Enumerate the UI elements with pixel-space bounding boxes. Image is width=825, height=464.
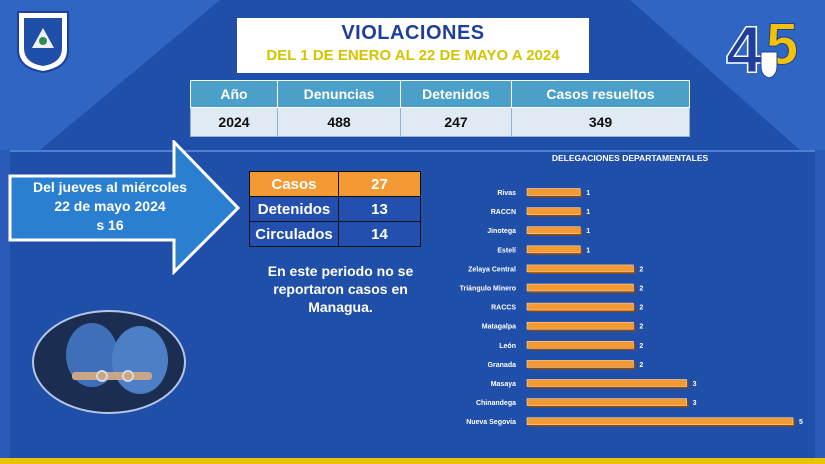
summary-cell-denuncias: 488 bbox=[277, 107, 401, 137]
chart-data-label: 2 bbox=[639, 362, 643, 369]
chart-bar bbox=[526, 264, 634, 273]
chart-bar bbox=[526, 283, 634, 292]
page-subtitle: DEL 1 DE ENERO AL 22 DE MAYO A 2024 bbox=[266, 47, 560, 64]
delegaciones-bar-chart: Rivas 1 RACCN 1 Jinotega 1 Estelí 1 Zelaya Centr… bbox=[460, 188, 803, 427]
week-line-1: Del jueves al miércoles bbox=[32, 179, 188, 195]
chart-data-label: 5 bbox=[799, 419, 803, 426]
week-row: Casos 27 bbox=[249, 171, 421, 197]
chart-bar bbox=[526, 379, 687, 387]
chart-data-label: 1 bbox=[586, 228, 590, 235]
chart-category-label: Chinandega bbox=[476, 400, 516, 407]
managua-note: En este periodo no se reportaron casos e… bbox=[267, 263, 414, 315]
chart-data-label: 1 bbox=[586, 190, 590, 197]
chart-category-label: Nueva Segovia bbox=[466, 419, 516, 426]
chart-data-label: 3 bbox=[693, 400, 697, 407]
chart-category-label: Matagalpa bbox=[482, 324, 516, 331]
chart-category-label: Zelaya Central bbox=[468, 266, 516, 273]
chart-bar bbox=[526, 417, 794, 425]
page-title: VIOLACIONES bbox=[341, 22, 485, 44]
chart-data-label: 3 bbox=[693, 381, 697, 388]
chart-bar bbox=[526, 302, 634, 311]
chart-bar bbox=[526, 321, 634, 330]
chart-category-label: RACCS bbox=[491, 305, 516, 312]
summary-table: Año Denuncias Detenidos Casos resueltos … bbox=[190, 80, 690, 137]
week-line-2: 22 de mayo 2024 bbox=[54, 198, 166, 214]
week-row: Detenidos 13 bbox=[249, 196, 421, 222]
chart-category-label: RACCN bbox=[491, 209, 516, 216]
summary-cell-year: 2024 bbox=[190, 107, 278, 137]
chart-data-label: 2 bbox=[639, 305, 643, 312]
chart-bar bbox=[526, 207, 581, 215]
chart-bar bbox=[526, 245, 581, 254]
chart-bar bbox=[526, 360, 634, 368]
week-row: Circulados 14 bbox=[249, 221, 421, 247]
chart-category-label: Masaya bbox=[491, 381, 516, 388]
summary-header-detenidos: Detenidos bbox=[400, 80, 512, 108]
week-value: 13 bbox=[338, 196, 421, 222]
chart-category-label: Granada bbox=[488, 362, 517, 369]
week-label: Detenidos bbox=[249, 196, 339, 222]
police-shield-logo bbox=[17, 11, 69, 74]
chart-data-label: 2 bbox=[639, 324, 643, 331]
summary-header-resueltos: Casos resueltos bbox=[511, 80, 690, 108]
bottom-accent-bar bbox=[0, 458, 825, 464]
week-line-3: s 16 bbox=[96, 217, 124, 233]
chart-bar bbox=[526, 188, 581, 196]
chart-title: DELEGACIONES DEPARTAMENTALES bbox=[551, 153, 709, 163]
week-period-text: Del jueves al miércoles 22 de mayo 2024 … bbox=[20, 178, 200, 235]
chart-bar bbox=[526, 341, 634, 349]
chart-category-label: Estelí bbox=[497, 247, 517, 254]
summary-cell-detenidos: 247 bbox=[400, 107, 512, 137]
police-photo bbox=[32, 310, 186, 414]
chart-category-label: Triángulo Minero bbox=[460, 286, 516, 293]
summary-cell-resueltos: 349 bbox=[511, 107, 690, 137]
anniversary-45-badge: 4 5 bbox=[725, 11, 799, 82]
week-value: 27 bbox=[338, 171, 421, 197]
summary-header-year: Año bbox=[190, 80, 278, 108]
chart-data-label: 2 bbox=[639, 343, 643, 350]
chart-data-label: 1 bbox=[586, 247, 590, 254]
chart-category-label: Rivas bbox=[497, 190, 516, 197]
chart-bar bbox=[526, 226, 581, 235]
week-value: 14 bbox=[338, 221, 421, 247]
chart-data-label: 2 bbox=[639, 266, 643, 273]
title-box: VIOLACIONES DEL 1 DE ENERO AL 22 DE MAYO… bbox=[237, 18, 589, 73]
chart-data-label: 2 bbox=[639, 286, 643, 293]
summary-header-row: Año Denuncias Detenidos Casos resueltos bbox=[190, 80, 690, 108]
chart-category-label: Jinotega bbox=[487, 228, 516, 235]
week-label: Circulados bbox=[249, 221, 339, 247]
summary-header-denuncias: Denuncias bbox=[277, 80, 401, 108]
week-table: Casos 27 Detenidos 13 Circulados 14 bbox=[249, 171, 421, 247]
week-arrow bbox=[8, 140, 240, 275]
week-label: Casos bbox=[249, 171, 339, 197]
chart-bar bbox=[526, 398, 687, 406]
summary-data-row: 2024 488 247 349 bbox=[190, 107, 690, 137]
chart-data-label: 1 bbox=[586, 209, 590, 216]
chart-category-label: León bbox=[499, 343, 516, 350]
badge-digit-4: 4 bbox=[726, 12, 763, 82]
